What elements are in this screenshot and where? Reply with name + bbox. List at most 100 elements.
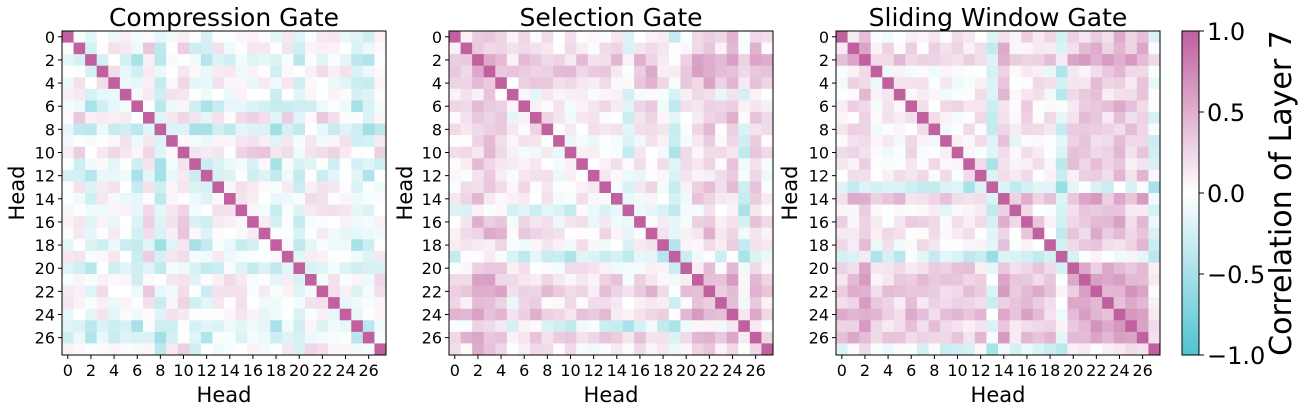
heatmap-cell — [1148, 285, 1161, 298]
heatmap-cell — [305, 123, 317, 136]
heatmap-cell — [258, 216, 271, 229]
heatmap-cell — [564, 227, 577, 240]
heatmap-cell — [460, 193, 473, 205]
x-tick-label: 4 — [883, 361, 893, 380]
heatmap-cell — [351, 169, 364, 182]
x-tick-label: 22 — [699, 361, 719, 380]
heatmap-cell — [1021, 285, 1034, 298]
heatmap-cell — [235, 112, 248, 124]
y-tick-label: 14 — [422, 190, 442, 209]
heatmap-cell — [62, 297, 74, 310]
heatmap-cell — [715, 320, 728, 333]
heatmap-cell — [847, 112, 860, 124]
heatmap-cell — [738, 181, 751, 194]
heatmap-cell — [668, 54, 681, 67]
heatmap-cell — [1148, 250, 1161, 263]
heatmap-cell — [316, 169, 329, 182]
heatmap-cell — [680, 343, 693, 356]
heatmap-cell — [108, 54, 121, 67]
heatmap-cell — [1102, 320, 1115, 333]
heatmap-cell — [1021, 193, 1034, 205]
heatmap-cell — [692, 343, 704, 356]
heatmap-cell — [611, 54, 623, 67]
heatmap-cell — [166, 331, 179, 344]
heatmap-cell — [1125, 42, 1138, 55]
heatmap-cell — [518, 146, 531, 159]
y-tick-label: 0 — [819, 28, 829, 47]
heatmap-cell — [974, 204, 987, 217]
heatmap-cell — [1148, 331, 1161, 344]
heatmap-cell — [634, 100, 647, 113]
heatmap-cell — [963, 181, 976, 194]
heatmap-cell — [1090, 65, 1103, 78]
heatmap-cell — [622, 135, 635, 148]
heatmap-cell — [657, 331, 670, 344]
x-tick-label: 6 — [519, 361, 529, 380]
heatmap-cell — [905, 331, 918, 344]
heatmap-cell — [1136, 285, 1149, 298]
heatmap-cell — [951, 181, 964, 194]
heatmap-cell-diagonal — [374, 343, 387, 356]
heatmap-cell — [634, 343, 647, 356]
heatmap-cell — [893, 31, 906, 43]
heatmap-cell — [247, 65, 260, 78]
heatmap-cell — [703, 65, 716, 78]
heatmap-cell — [96, 112, 109, 124]
heatmap-cell — [530, 181, 542, 194]
heatmap-cell — [1125, 343, 1138, 356]
heatmap-cell — [73, 123, 86, 136]
heatmap-cell — [472, 343, 485, 356]
heatmap-cell — [143, 181, 155, 194]
heatmap-cell — [587, 31, 600, 43]
heatmap-cell — [212, 65, 225, 78]
heatmap-cell — [119, 135, 132, 148]
heatmap-cell — [1055, 42, 1068, 55]
heatmap-cell — [1009, 42, 1022, 55]
heatmap-cell-diagonal — [293, 262, 306, 275]
heatmap-cell — [680, 216, 693, 229]
heatmap-cell — [576, 112, 589, 124]
heatmap-cell — [622, 123, 635, 136]
heatmap-cell — [293, 54, 306, 67]
heatmap-cell — [703, 77, 716, 90]
heatmap-cell — [836, 285, 848, 298]
heatmap-cell — [270, 320, 283, 333]
heatmap-cell — [483, 204, 496, 217]
heatmap-cell — [281, 274, 294, 286]
heatmap-cell — [131, 216, 144, 229]
heatmap-cell — [351, 262, 364, 275]
heatmap-cell — [951, 169, 964, 182]
heatmap-cell — [1136, 77, 1149, 90]
heatmap-cell — [761, 204, 774, 217]
heatmap-cell — [726, 31, 739, 43]
heatmap-cell — [859, 88, 872, 101]
heatmap-cell — [680, 42, 693, 55]
heatmap-cell — [460, 181, 473, 194]
heatmap-cell — [761, 135, 774, 148]
heatmap-cell — [657, 146, 670, 159]
heatmap-cell — [928, 204, 941, 217]
heatmap-cell — [131, 146, 144, 159]
heatmap-cell — [1021, 65, 1034, 78]
heatmap-cell — [177, 135, 190, 148]
heatmap-cell — [622, 343, 635, 356]
heatmap-cell — [951, 193, 964, 205]
y-tick-label: 4 — [432, 74, 442, 93]
heatmap-cell — [131, 31, 144, 43]
heatmap-cell — [85, 123, 98, 136]
heatmap-cell — [96, 100, 109, 113]
heatmap-cell — [749, 193, 762, 205]
x-tick-label: 6 — [906, 361, 916, 380]
heatmap-cell — [715, 77, 728, 90]
heatmap-cell — [859, 193, 872, 205]
heatmap-cell — [726, 250, 739, 263]
heatmap-cell — [281, 123, 294, 136]
heatmap-cell — [963, 146, 976, 159]
heatmap-cell — [951, 297, 964, 310]
heatmap-cell — [893, 204, 906, 217]
x-tick-label: 26 — [745, 361, 765, 380]
heatmap-cell — [506, 181, 519, 194]
heatmap-cell — [316, 250, 329, 263]
heatmap-cell — [692, 227, 704, 240]
heatmap-cell — [200, 181, 213, 194]
